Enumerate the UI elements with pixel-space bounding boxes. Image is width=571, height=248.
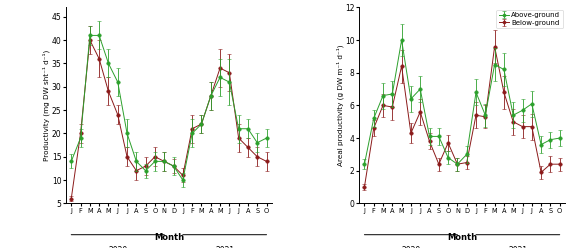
Text: 2020: 2020 [108,247,127,248]
Text: 2020: 2020 [401,247,420,248]
Y-axis label: Areal productivity (g DW m⁻¹ d⁻¹): Areal productivity (g DW m⁻¹ d⁻¹) [336,45,344,166]
Y-axis label: Productivity (mg DW sht⁻¹ d⁻¹): Productivity (mg DW sht⁻¹ d⁻¹) [43,50,50,161]
X-axis label: Month: Month [447,233,477,242]
Legend: Above-ground, Below-ground: Above-ground, Below-ground [496,9,563,29]
X-axis label: Month: Month [154,233,184,242]
Text: 2021: 2021 [508,247,528,248]
Text: 2021: 2021 [215,247,234,248]
